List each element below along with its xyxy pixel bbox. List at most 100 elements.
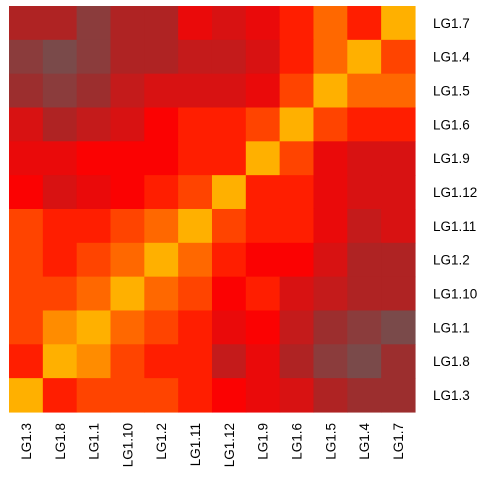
heatmap-cell-LG1.5-LG1.2 xyxy=(144,73,179,109)
row-label: LG1.8 xyxy=(433,354,470,369)
heatmap-cell-LG1.8-LG1.3 xyxy=(9,344,44,379)
row-label: LG1.12 xyxy=(433,185,477,200)
heatmap-cell-LG1.12-LG1.1 xyxy=(76,175,112,210)
column-label: LG1.4 xyxy=(357,423,372,460)
heatmap-cell-LG1.9-LG1.5 xyxy=(313,141,348,176)
heatmap-cell-LG1.10-LG1.8 xyxy=(42,276,78,312)
heatmap-cell-LG1.2-LG1.4 xyxy=(347,242,382,278)
row-label: LG1.7 xyxy=(433,16,470,31)
heatmap-cell-LG1.4-LG1.3 xyxy=(9,39,44,75)
heatmap-cell-LG1.3-LG1.8 xyxy=(42,378,78,413)
column-label: LG1.6 xyxy=(290,423,305,460)
heatmap-cell-LG1.8-LG1.5 xyxy=(313,344,348,379)
heatmap-cell-LG1.1-LG1.12 xyxy=(211,310,247,345)
heatmap-cell-LG1.12-LG1.4 xyxy=(347,175,382,210)
heatmap-cell-LG1.2-LG1.2 xyxy=(144,242,179,278)
heatmap-cell-LG1.1-LG1.9 xyxy=(245,310,281,345)
heatmap-cell-LG1.12-LG1.6 xyxy=(279,175,315,210)
heatmap-cell-LG1.7-LG1.3 xyxy=(9,6,44,41)
heatmap-cell-LG1.7-LG1.5 xyxy=(313,6,348,41)
heatmap-cell-LG1.8-LG1.2 xyxy=(144,344,179,379)
heatmap-cell-LG1.7-LG1.12 xyxy=(211,6,247,41)
row-label: LG1.2 xyxy=(433,253,470,268)
heatmap-cell-LG1.4-LG1.1 xyxy=(76,39,112,75)
heatmap-cell-LG1.9-LG1.4 xyxy=(347,141,382,176)
heatmap-cell-LG1.9-LG1.2 xyxy=(144,141,179,176)
heatmap-cell-LG1.1-LG1.8 xyxy=(42,310,78,345)
heatmap-cell-LG1.1-LG1.1 xyxy=(76,310,112,345)
heatmap-cell-LG1.7-LG1.9 xyxy=(245,6,281,41)
row-label: LG1.10 xyxy=(433,287,477,302)
heatmap-cell-LG1.4-LG1.5 xyxy=(313,39,348,75)
row-tick-labels: LG1.7 LG1.4 LG1.5 LG1.6 LG1.9 LG1.12 LG1.11 LG1… xyxy=(433,16,477,403)
column-label: LG1.3 xyxy=(19,423,34,460)
heatmap-cell-LG1.3-LG1.6 xyxy=(279,378,315,413)
heatmap-cell-LG1.7-LG1.6 xyxy=(279,6,315,41)
heatmap-cell-LG1.5-LG1.6 xyxy=(279,73,315,109)
heatmap-cell-LG1.7-LG1.4 xyxy=(347,6,382,41)
heatmap-cell-LG1.5-LG1.11 xyxy=(178,73,213,109)
heatmap-cell-LG1.11-LG1.6 xyxy=(279,208,315,244)
heatmap-cell-LG1.6-LG1.9 xyxy=(245,107,281,142)
heatmap-cell-LG1.3-LG1.3 xyxy=(9,378,44,413)
heatmap-cell-LG1.10-LG1.4 xyxy=(347,276,382,312)
heatmap-cell-LG1.6-LG1.4 xyxy=(347,107,382,142)
row-label: LG1.6 xyxy=(433,117,470,132)
row-label: LG1.4 xyxy=(433,50,470,65)
heatmap-cell-LG1.2-LG1.5 xyxy=(313,242,348,278)
row-label: LG1.1 xyxy=(433,320,470,335)
heatmap-cell-LG1.11-LG1.3 xyxy=(9,208,44,244)
column-label: LG1.2 xyxy=(154,423,169,460)
heatmap-cell-LG1.11-LG1.11 xyxy=(178,208,213,244)
heatmap-cell-LG1.5-LG1.7 xyxy=(381,73,416,109)
heatmap-cell-LG1.2-LG1.9 xyxy=(245,242,281,278)
heatmap-cell-LG1.7-LG1.1 xyxy=(76,6,112,41)
heatmap-cell-LG1.5-LG1.10 xyxy=(110,73,145,109)
column-label: LG1.1 xyxy=(87,423,102,460)
heatmap-cell-LG1.9-LG1.8 xyxy=(42,141,78,176)
heatmap-cell-LG1.11-LG1.12 xyxy=(211,208,247,244)
heatmap-cell-LG1.1-LG1.10 xyxy=(110,310,145,345)
heatmap-cell-LG1.11-LG1.7 xyxy=(381,208,416,244)
heatmap-cell-LG1.5-LG1.12 xyxy=(211,73,247,109)
heatmap-cell-LG1.10-LG1.9 xyxy=(245,276,281,312)
column-label: LG1.10 xyxy=(120,423,135,467)
heatmap-cell-LG1.11-LG1.8 xyxy=(42,208,78,244)
heatmap-cell-LG1.12-LG1.5 xyxy=(313,175,348,210)
heatmap-cells xyxy=(9,6,416,413)
heatmap-cell-LG1.10-LG1.2 xyxy=(144,276,179,312)
heatmap-cell-LG1.8-LG1.4 xyxy=(347,344,382,379)
heatmap-cell-LG1.3-LG1.7 xyxy=(381,378,416,413)
heatmap-cell-LG1.5-LG1.3 xyxy=(9,73,44,109)
heatmap-cell-LG1.12-LG1.10 xyxy=(110,175,145,210)
heatmap-cell-LG1.3-LG1.12 xyxy=(211,378,247,413)
heatmap-cell-LG1.7-LG1.11 xyxy=(178,6,213,41)
heatmap-cell-LG1.11-LG1.10 xyxy=(110,208,145,244)
heatmap-cell-LG1.10-LG1.3 xyxy=(9,276,44,312)
heatmap-cell-LG1.8-LG1.12 xyxy=(211,344,247,379)
column-label: LG1.7 xyxy=(391,423,406,460)
heatmap-cell-LG1.5-LG1.1 xyxy=(76,73,112,109)
heatmap-cell-LG1.12-LG1.2 xyxy=(144,175,179,210)
heatmap-cell-LG1.2-LG1.12 xyxy=(211,242,247,278)
heatmap-cell-LG1.5-LG1.4 xyxy=(347,73,382,109)
heatmap-cell-LG1.4-LG1.11 xyxy=(178,39,213,75)
heatmap-cell-LG1.12-LG1.8 xyxy=(42,175,78,210)
heatmap-cell-LG1.1-LG1.6 xyxy=(279,310,315,345)
heatmap-cell-LG1.6-LG1.6 xyxy=(279,107,315,142)
heatmap-cell-LG1.1-LG1.2 xyxy=(144,310,179,345)
heatmap-cell-LG1.1-LG1.3 xyxy=(9,310,44,345)
heatmap-cell-LG1.10-LG1.6 xyxy=(279,276,315,312)
heatmap-cell-LG1.2-LG1.7 xyxy=(381,242,416,278)
heatmap-cell-LG1.1-LG1.5 xyxy=(313,310,348,345)
heatmap-cell-LG1.3-LG1.5 xyxy=(313,378,348,413)
heatmap-cell-LG1.9-LG1.6 xyxy=(279,141,315,176)
heatmap-cell-LG1.12-LG1.9 xyxy=(245,175,281,210)
heatmap-cell-LG1.9-LG1.10 xyxy=(110,141,145,176)
heatmap-cell-LG1.1-LG1.7 xyxy=(381,310,416,345)
column-label: LG1.5 xyxy=(323,423,338,460)
heatmap-cell-LG1.6-LG1.10 xyxy=(110,107,145,142)
heatmap-cell-LG1.5-LG1.5 xyxy=(313,73,348,109)
heatmap-cell-LG1.2-LG1.11 xyxy=(178,242,213,278)
column-label: LG1.9 xyxy=(256,423,271,460)
